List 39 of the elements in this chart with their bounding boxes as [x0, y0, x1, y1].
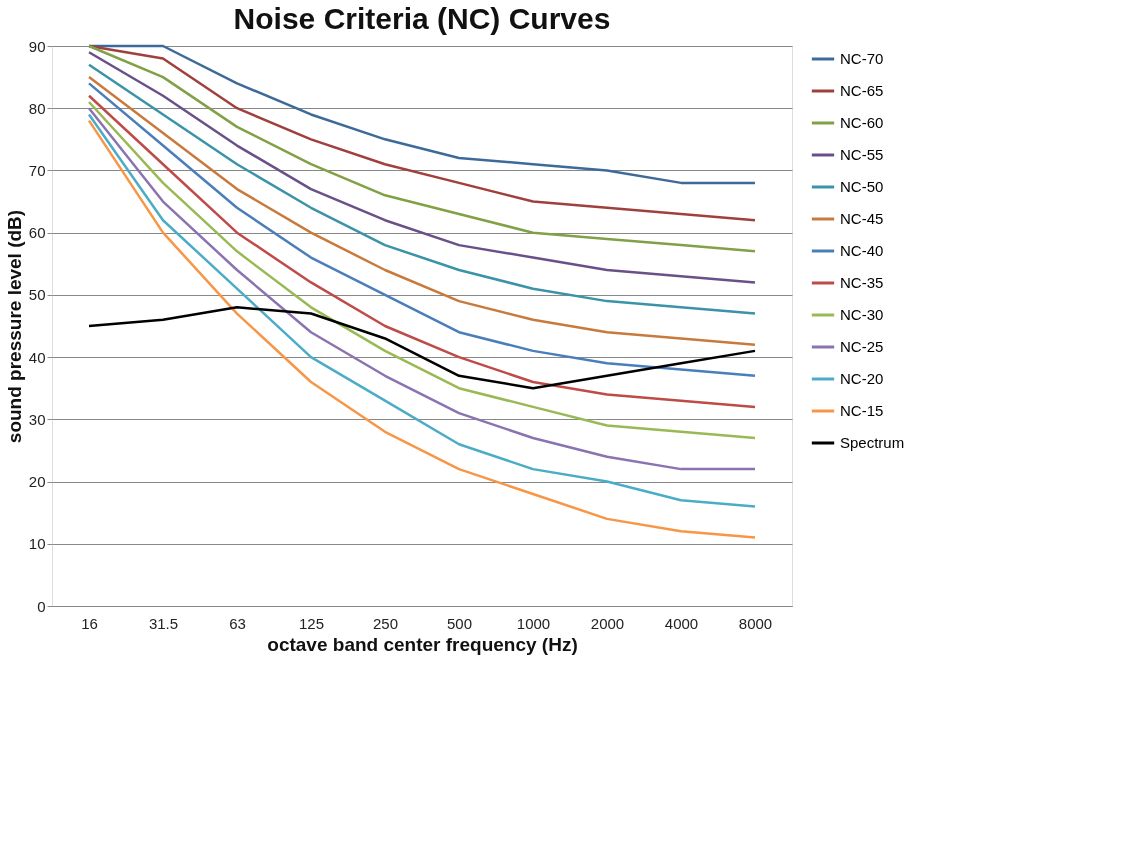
y-tick-label: 30 — [28, 410, 46, 428]
y-tick-label: 20 — [28, 473, 46, 491]
legend-label: NC-45 — [840, 210, 884, 227]
y-tick-label: 50 — [28, 286, 46, 304]
y-tick-label: 60 — [28, 224, 46, 242]
y-tick-label: 80 — [28, 99, 46, 117]
y-tick-label: 10 — [28, 535, 46, 553]
legend-label: NC-25 — [840, 338, 884, 355]
x-tick-label: 63 — [229, 614, 246, 632]
legend-label: NC-65 — [840, 82, 884, 99]
legend-label: Spectrum — [840, 434, 905, 451]
x-tick-label: 125 — [298, 614, 325, 632]
legend-label: NC-20 — [840, 370, 884, 387]
line-series — [87, 63, 757, 315]
legend-label: NC-30 — [840, 306, 884, 323]
legend-label: NC-50 — [840, 178, 884, 195]
line-series — [87, 50, 757, 284]
x-tick-label: 31.5 — [148, 614, 179, 632]
legend-label: NC-60 — [840, 114, 884, 131]
x-tick-label: 8000 — [738, 614, 773, 632]
y-axis-title: sound pressure level (dB) — [3, 209, 25, 444]
legend-label: NC-55 — [840, 146, 884, 163]
legend-label: NC-35 — [840, 274, 884, 291]
x-tick-label: 1000 — [516, 614, 551, 632]
y-tick-label: 40 — [28, 348, 46, 366]
x-tick-label: 4000 — [664, 614, 699, 632]
x-tick-label: 500 — [446, 614, 473, 632]
chart-title: Noise Criteria (NC) Curves — [233, 2, 611, 35]
legend-label: NC-70 — [840, 50, 884, 67]
x-axis-title: octave band center frequency (Hz) — [267, 633, 578, 655]
line-series — [87, 306, 757, 390]
x-tick-label: 2000 — [590, 614, 625, 632]
y-tick-label: 0 — [37, 597, 46, 615]
legend-label: NC-40 — [840, 242, 884, 259]
legend-label: NC-15 — [840, 402, 884, 419]
y-tick-label: 70 — [28, 161, 46, 179]
y-tick-label: 90 — [28, 37, 46, 55]
x-tick-label: 16 — [81, 614, 98, 632]
x-tick-label: 250 — [372, 614, 399, 632]
